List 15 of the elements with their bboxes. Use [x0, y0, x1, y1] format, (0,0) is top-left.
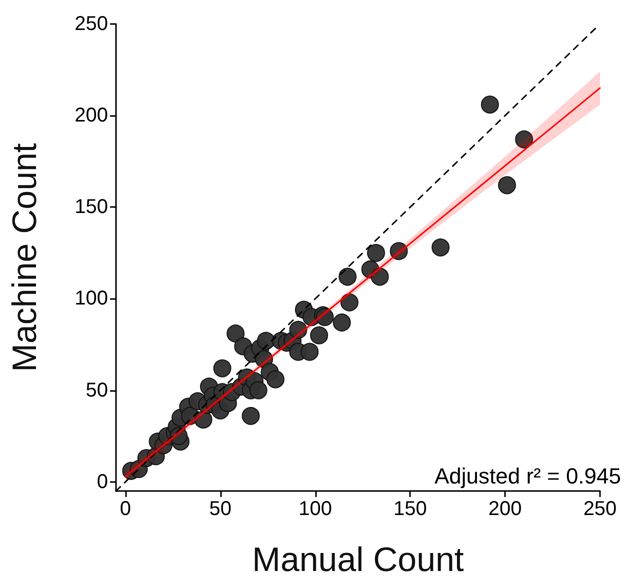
- y-tick-label: 0: [96, 470, 108, 493]
- annotation: Adjusted r² = 0.945: [434, 464, 622, 488]
- y-tick-label: 150: [74, 196, 108, 218]
- y-tick-label: 50: [86, 379, 108, 402]
- x-axis-title: Manual Count: [252, 541, 464, 579]
- x-tick-label: 200: [488, 498, 522, 520]
- y-tick-label: 200: [74, 104, 108, 127]
- x-tick-label: 250: [583, 498, 617, 520]
- y-tick-label: 250: [74, 13, 108, 35]
- y-axis-title: Machine Count: [6, 142, 44, 372]
- x-tick-label: 100: [298, 498, 332, 520]
- x-tick-label: 0: [120, 498, 132, 520]
- y-tick-label: 100: [74, 288, 108, 310]
- x-tick-label: 50: [209, 498, 232, 520]
- x-tick-label: 150: [394, 498, 427, 520]
